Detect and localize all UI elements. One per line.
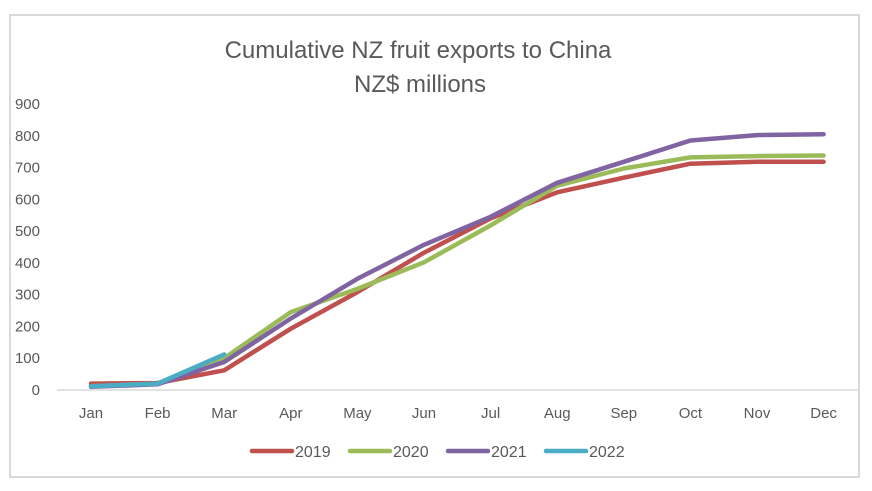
y-tick-label: 0 [32, 382, 40, 399]
legend-item-2020: 2020 [347, 444, 429, 461]
x-axis-ticks: Jan Feb Mar Apr May Jun Jul Aug Sep Oct Nov Dec [79, 405, 838, 422]
x-tick-label: Dec [810, 405, 837, 422]
x-tick-label: Nov [744, 405, 771, 422]
x-tick-label: May [343, 405, 372, 422]
x-tick-label: Apr [279, 405, 302, 422]
legend-item-2019: 2019 [249, 444, 331, 461]
y-tick-label: 800 [15, 128, 40, 145]
legend-label: 2020 [393, 444, 429, 461]
x-tick-label: Mar [211, 405, 237, 422]
legend-label: 2021 [491, 444, 527, 461]
y-tick-label: 400 [15, 255, 40, 272]
x-tick-label: Oct [679, 405, 703, 422]
plot-series [88, 131, 826, 390]
y-tick-label: 600 [15, 191, 40, 208]
y-tick-label: 300 [15, 287, 40, 304]
x-tick-label: Jul [481, 405, 500, 422]
legend: 2019 2020 2021 2022 [249, 444, 625, 461]
chart-subtitle: NZ$ millions [353, 71, 487, 98]
series-line-2021 [88, 131, 826, 390]
legend-label: 2019 [295, 444, 331, 461]
series-line-2022 [88, 352, 227, 389]
x-tick-label: Sep [610, 405, 637, 422]
x-tick-label: Feb [145, 405, 171, 422]
y-tick-label: 100 [15, 350, 40, 367]
x-tick-label: Jan [79, 405, 103, 422]
y-tick-label: 200 [15, 318, 40, 335]
x-tick-label: Aug [544, 405, 571, 422]
series-line-2019 [88, 159, 826, 386]
x-tick-label: Jun [412, 405, 436, 422]
legend-item-2022: 2022 [543, 444, 625, 461]
y-axis-ticks: 0 100 200 300 400 500 600 700 800 900 [15, 96, 40, 399]
series-line-2020 [88, 153, 826, 389]
legend-label: 2022 [589, 444, 625, 461]
y-tick-label: 900 [15, 96, 40, 113]
y-tick-label: 500 [15, 223, 40, 240]
legend-item-2021: 2021 [445, 444, 527, 461]
chart-title: Cumulative NZ fruit exports to China [224, 37, 612, 64]
y-tick-label: 700 [15, 160, 40, 177]
